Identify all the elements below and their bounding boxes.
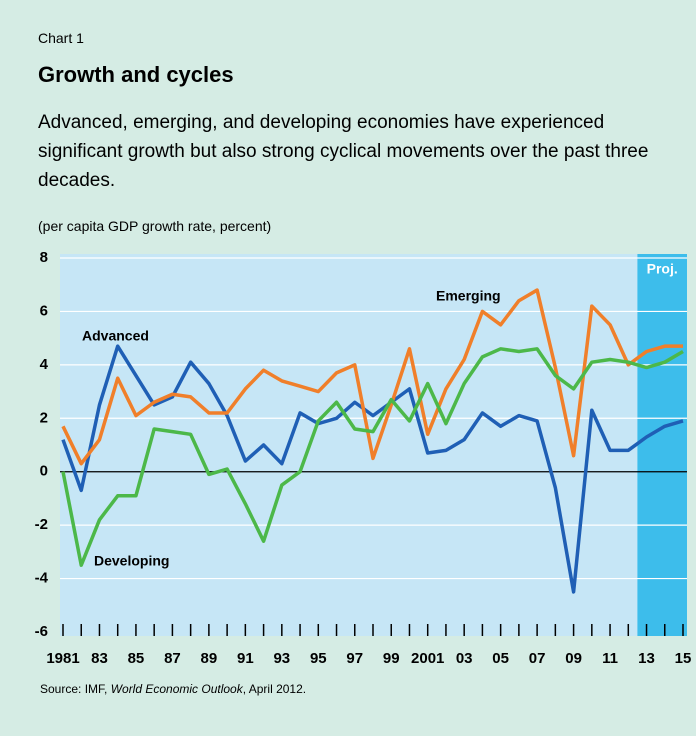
x-tick-label: 09 (565, 650, 582, 667)
x-tick-label: 03 (456, 650, 473, 667)
source-text: Source: IMF, (40, 682, 111, 696)
series-label: Advanced (82, 328, 149, 344)
projection-label: Proj. (647, 261, 678, 277)
x-tick-label: 95 (310, 650, 327, 667)
x-tick-label: 85 (128, 650, 145, 667)
x-tick-label: 97 (346, 650, 363, 667)
x-tick-label: 07 (529, 650, 546, 667)
series-label: Emerging (436, 288, 501, 304)
x-tick-label: 93 (273, 650, 290, 667)
source: Source: IMF, World Economic Outlook, Apr… (40, 682, 306, 696)
y-tick-label: -6 (35, 623, 48, 640)
kicker: Chart 1 (38, 30, 84, 46)
y-tick-label: -2 (35, 516, 48, 533)
x-tick-label: 83 (91, 650, 108, 667)
series-label: Developing (94, 553, 169, 569)
chart-title: Growth and cycles (38, 62, 234, 87)
x-tick-label: 99 (383, 650, 400, 667)
y-tick-label: 8 (40, 249, 48, 266)
line-series (61, 288, 683, 466)
y-tick-label: 2 (40, 409, 48, 426)
y-tick-label: 0 (40, 463, 48, 480)
subtitle: Advanced, emerging, and developing econo… (38, 112, 649, 191)
x-tick-label: 91 (237, 650, 254, 667)
x-tick-label: 05 (492, 650, 509, 667)
x-tick-label: 87 (164, 650, 181, 667)
x-tick-label: 11 (602, 650, 618, 667)
line-series (61, 347, 684, 567)
plot: Proj. Advanced Emerging Developing (60, 254, 687, 636)
x-tick-label: 89 (201, 650, 218, 667)
source-text: , April 2012. (243, 682, 306, 696)
x-tick-label: 1981 (46, 650, 79, 667)
y-tick-label: 6 (40, 302, 48, 319)
y-tick-label: 4 (40, 356, 49, 373)
x-tick-label: 13 (638, 650, 655, 667)
projection-area (637, 254, 687, 636)
y-axis-label: (per capita GDP growth rate, percent) (38, 218, 272, 234)
x-tick-label: 15 (675, 650, 692, 667)
x-tick-label: 2001 (411, 650, 444, 667)
line-series (61, 344, 684, 594)
source-publication: World Economic Outlook (111, 682, 244, 696)
y-tick-label: -4 (35, 570, 49, 587)
plot-area (60, 254, 687, 636)
